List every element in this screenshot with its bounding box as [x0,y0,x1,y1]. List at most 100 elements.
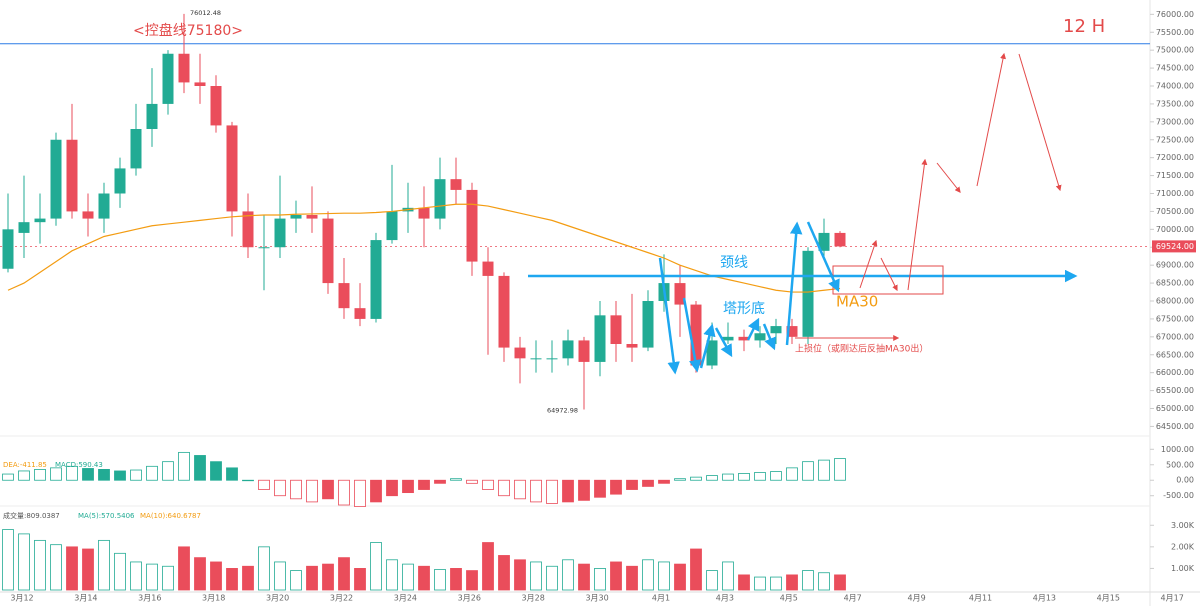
macd-bar [818,459,830,481]
arrow [785,221,803,346]
y-tick-label: 64500.00 [1156,422,1194,431]
volume-bar [674,563,686,591]
volume-bar [754,576,766,591]
macd-bar [370,479,382,503]
x-tick-label: 4月17 [1161,594,1184,603]
candle-body [786,326,798,337]
candle-body [530,358,542,360]
y-tick-label: 67000.00 [1156,332,1194,341]
candle-body [226,125,238,212]
ma30-label: MA30 [836,293,878,311]
candle-body [770,326,782,334]
volume-bar [194,557,206,591]
y-tick-label: 68500.00 [1156,279,1194,288]
macd-bar [466,479,478,484]
volume-bar [578,563,590,591]
macd-bar [50,467,62,481]
macd-bar [82,468,94,481]
candle-body [130,129,142,169]
macd-bar [658,479,670,484]
x-tick-label: 3月18 [202,594,225,603]
y-tick-label: 76000.00 [1156,10,1194,19]
volume-legend: MA(10):640.6787 [140,512,201,520]
x-tick-label: 4月5 [780,594,798,603]
volume-bar [722,561,734,591]
x-tick-label: 3月12 [10,594,33,603]
arrow [699,323,716,369]
volume-legend: MA(5):570.5406 [78,512,135,520]
candle-body [34,218,46,223]
x-tick-label: 4月15 [1097,594,1120,603]
macd-bar [258,479,270,490]
volume-bar [706,570,718,591]
candle-body [210,86,222,126]
y-tick-label: 66500.00 [1156,350,1194,359]
candle-body [98,193,110,219]
arrow [976,52,1006,187]
x-tick-label: 4月9 [908,594,926,603]
candle-body [66,139,78,212]
arrow [907,158,928,291]
x-tick-label: 4月3 [716,594,734,603]
macd-bar [226,467,238,481]
volume-bar [498,555,510,591]
volume-bar [178,546,190,591]
candle-body [594,315,606,362]
volume-bar [2,529,14,591]
y-tick-label: 1.00K [1171,564,1195,573]
candle-body [834,232,846,247]
macd-bar [146,465,158,481]
candle-body [386,211,398,241]
y-tick-label: 73500.00 [1156,99,1194,108]
candle-body [818,232,830,251]
volume-bar [98,539,110,591]
candle-body [178,53,190,83]
macd-bar [482,479,494,490]
candle-body [146,103,158,129]
candle-body [722,336,734,341]
macd-bar [514,479,526,500]
y-tick-label: 70000.00 [1156,225,1194,234]
arrow [1018,53,1062,192]
macd-bar [450,478,462,481]
macd-bar [562,479,574,503]
volume-legend: 成交量:809.0387 [3,511,60,520]
macd-bar [34,469,46,481]
candle-body [562,340,574,359]
y-tick-label: 72500.00 [1156,135,1194,144]
volume-bar [658,561,670,591]
macd-bar [18,470,30,481]
candle-body [338,283,350,309]
candle-body [706,340,718,366]
x-tick-label: 3月14 [74,594,97,603]
macd-bar [834,458,846,481]
annotations [528,52,1078,375]
x-tick-label: 3月22 [330,594,353,603]
volume-bar [834,574,846,591]
arrow [806,221,840,293]
y-tick-label: 75000.00 [1156,46,1194,55]
y-tick-label: 74500.00 [1156,64,1194,73]
y-tick-label: 0.00 [1176,476,1194,485]
candle-body [754,333,766,341]
blue-arrows [658,221,840,375]
macd-bar [498,479,510,497]
volume-bar [418,565,430,591]
volume-bar [642,559,654,591]
candle-body [610,315,622,344]
target-box [832,265,944,295]
y-tick-label: 75500.00 [1156,28,1194,37]
macd-bar [306,479,318,503]
macd-bar [2,473,14,481]
volume-bar [370,542,382,591]
candle-body [498,275,510,348]
y-tick-label: 3.00K [1171,521,1195,530]
volume-bar [546,565,558,591]
candle-body [2,229,14,269]
volume-bar [322,563,334,591]
macd-bar [98,469,110,481]
macd-bar [242,479,254,482]
volume-bar [482,542,494,591]
volume-bar [50,544,62,591]
high-marker: 76012.48 [190,9,221,17]
